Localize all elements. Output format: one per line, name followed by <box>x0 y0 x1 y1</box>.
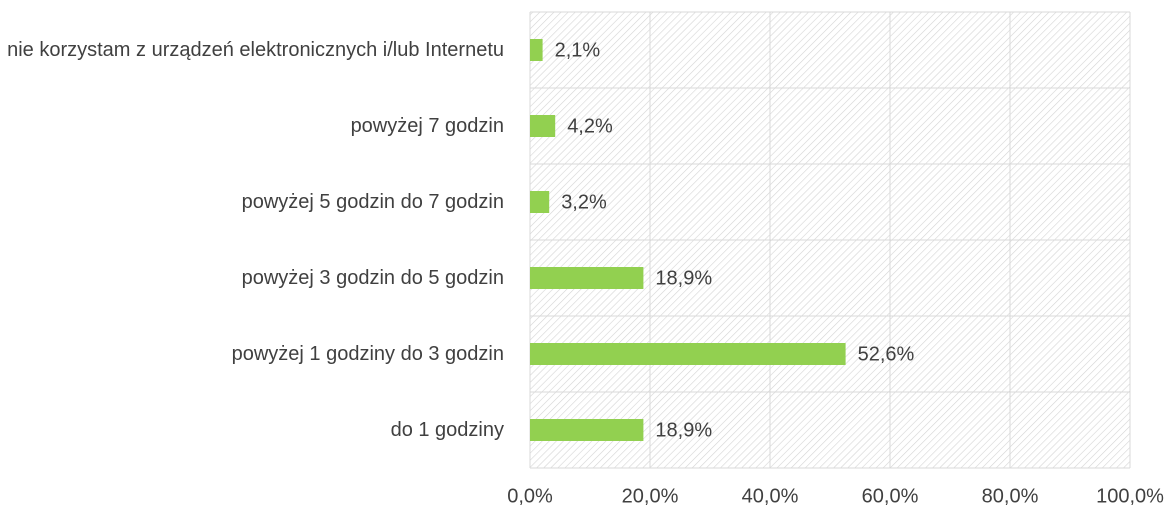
bar <box>530 343 846 365</box>
x-tick-label: 0,0% <box>507 485 553 507</box>
y-tick-label: powyżej 1 godziny do 3 godzin <box>231 343 504 365</box>
bar <box>530 191 550 213</box>
y-tick-label: powyżej 7 godzin <box>350 115 504 137</box>
x-tick-label: 40,0% <box>742 485 799 507</box>
y-tick-label: do 1 godziny <box>390 419 504 441</box>
x-tick-label: 80,0% <box>982 485 1039 507</box>
x-tick-label: 100,0% <box>1096 485 1164 507</box>
y-tick-label: powyżej 3 godzin do 5 godzin <box>241 267 504 289</box>
y-tick-label: nie korzystam z urządzeń elektronicznych… <box>7 39 504 61</box>
data-label: 4,2% <box>567 115 613 137</box>
data-label: 18,9% <box>655 267 712 289</box>
data-label: 3,2% <box>561 191 607 213</box>
bar <box>530 115 556 137</box>
data-label: 2,1% <box>555 39 601 61</box>
bar <box>530 267 644 289</box>
x-tick-label: 20,0% <box>622 485 679 507</box>
x-tick-label: 60,0% <box>862 485 919 507</box>
data-label: 52,6% <box>858 343 915 365</box>
data-label: 18,9% <box>655 419 712 441</box>
bar <box>530 419 644 441</box>
y-tick-label: powyżej 5 godzin do 7 godzin <box>241 191 504 213</box>
bar <box>530 39 543 61</box>
